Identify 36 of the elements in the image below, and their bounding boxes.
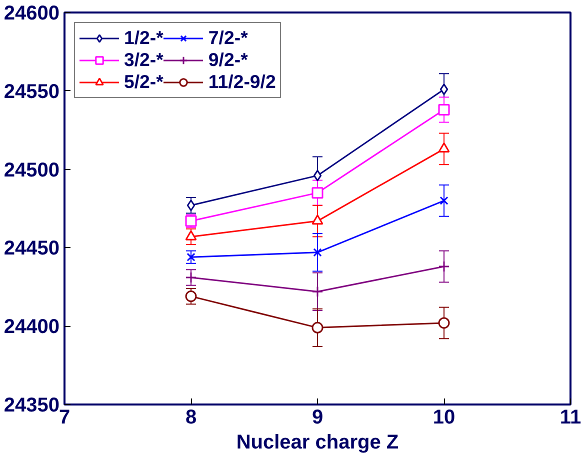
point [186,252,196,262]
x-tick-label: 10 [432,406,456,428]
point [185,230,197,240]
legend-label: 7/2-* [208,27,248,49]
point [313,248,322,257]
x-tick-label: 11 [560,406,582,428]
point [185,215,197,227]
point [312,322,324,334]
x-tick-label: 7 [58,406,70,428]
point [313,170,322,182]
point [185,272,197,284]
legend-label: 9/2-* [208,49,248,71]
legend-label: 3/2-* [124,49,164,71]
legend-label: 1/2-* [124,27,164,49]
point [312,187,324,199]
y-tick-label: 24550 [4,80,60,103]
y-tick-label: 24400 [4,316,60,338]
point [440,196,448,205]
legend-label: 5/2-* [124,71,164,93]
point [438,260,450,272]
point [440,84,448,96]
point [438,104,450,116]
x-axis-title: Nuclear charge Z [236,432,399,454]
legend-label: 11/2-9/2 [208,71,276,93]
point [312,286,324,298]
point [185,290,197,302]
point [438,142,450,153]
y-tick-label: 24450 [4,238,60,260]
y-tick-label: 24600 [4,2,60,24]
x-tick-label: 9 [312,406,324,428]
y-tick-label: 24500 [4,159,60,182]
point [312,214,324,225]
point [186,200,196,212]
point [438,317,450,329]
x-tick-label: 8 [185,406,197,428]
y-tick-label: 24350 [4,394,60,416]
